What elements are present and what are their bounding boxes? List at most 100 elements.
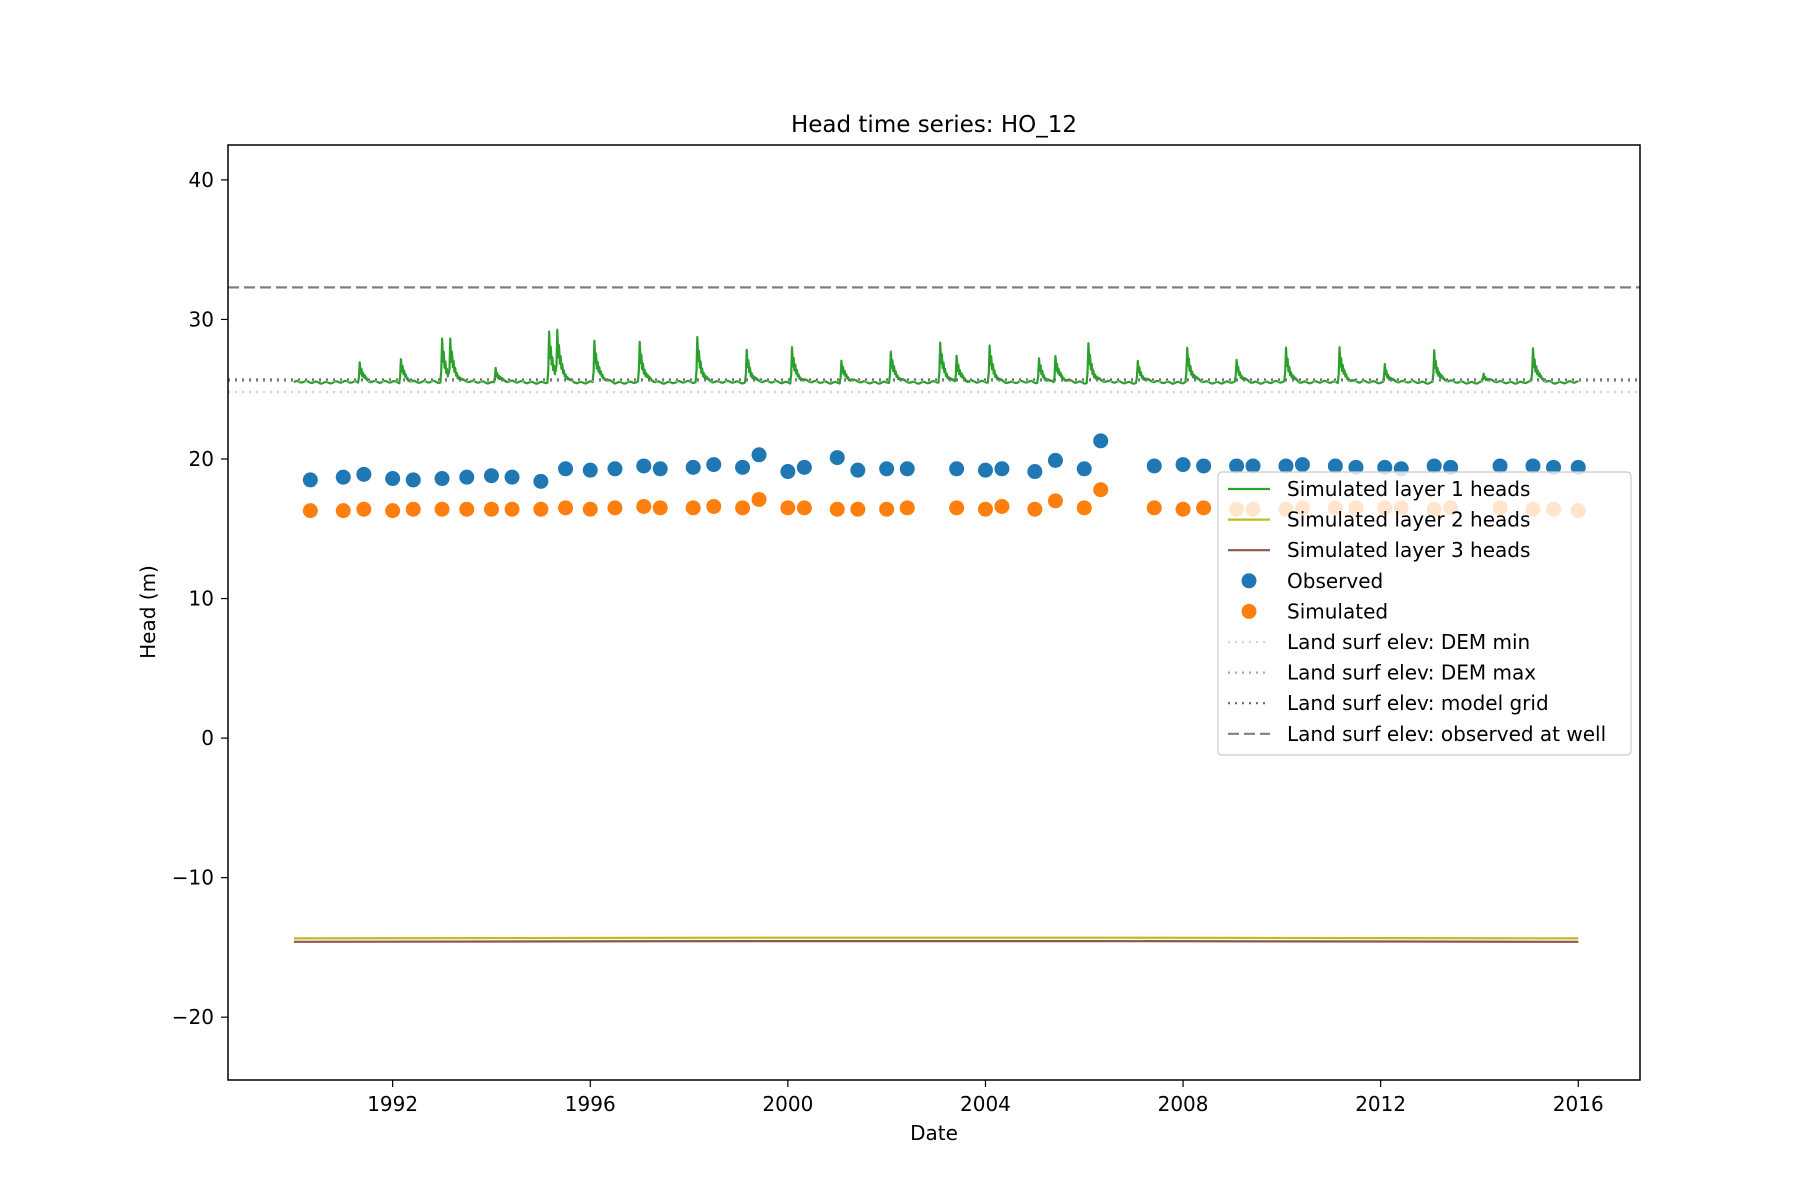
series-simulated-point [483, 501, 499, 517]
series-observed-point [1196, 458, 1212, 474]
series-simulated-point [335, 503, 351, 519]
y-axis-label: Head (m) [136, 565, 160, 659]
x-tick-label: 2004 [960, 1092, 1011, 1116]
series-observed-point [796, 459, 812, 475]
series-observed-point [1492, 458, 1508, 474]
series-observed-point [459, 469, 475, 485]
series-observed-point [1327, 458, 1343, 474]
series-observed-point [1546, 459, 1562, 475]
series-observed-point [652, 461, 668, 477]
legend-label: Land surf elev: observed at well [1287, 722, 1606, 746]
series-observed-point [1525, 458, 1541, 474]
series-simulated-point [949, 500, 965, 516]
x-tick-label: 1992 [367, 1092, 418, 1116]
series-observed-point [434, 471, 450, 487]
series-simulated-point [780, 500, 796, 516]
series-observed-point [533, 473, 549, 489]
series-simulated-point [607, 500, 623, 516]
series-simulated-layer-1-heads-line [293, 328, 1579, 385]
legend-item: Land surf elev: observed at well [1228, 722, 1606, 746]
series-simulated-point [1076, 500, 1092, 516]
series-simulated-point [459, 501, 475, 517]
series-simulated-point [1027, 501, 1043, 517]
legend-label: Simulated layer 3 heads [1287, 538, 1530, 562]
series-observed-point [1245, 458, 1261, 474]
legend-item: Simulated layer 1 heads [1228, 477, 1530, 501]
legend-label: Simulated layer 2 heads [1287, 508, 1530, 532]
series-simulated-point [899, 500, 915, 516]
series-simulated-point [356, 501, 372, 517]
x-tick-label: 2012 [1355, 1092, 1406, 1116]
y-tick-label: 0 [201, 726, 214, 750]
legend-label: Land surf elev: DEM min [1287, 630, 1530, 654]
legend-label: Simulated [1287, 599, 1388, 623]
y-tick-label: 10 [189, 587, 214, 611]
x-axis: 1992 1996 2000 2004 2008 2012 2016 [367, 1080, 1604, 1116]
series-simulated-point [504, 501, 520, 517]
series-observed-point [356, 466, 372, 482]
series-simulated-point [558, 500, 574, 516]
series-simulated-point [850, 501, 866, 517]
series-observed-point [685, 459, 701, 475]
legend-item: Simulated layer 3 heads [1228, 538, 1530, 562]
legend-item: Observed [1241, 569, 1383, 593]
series-observed-point [949, 461, 965, 477]
series-observed-point [850, 462, 866, 478]
series-observed-point [1443, 459, 1459, 475]
series-observed-point [751, 447, 767, 463]
series-simulated-point [434, 501, 450, 517]
series-observed-point [994, 461, 1010, 477]
series-observed-point [483, 468, 499, 484]
series-observed-point [1027, 464, 1043, 480]
series-observed-point [1175, 457, 1191, 473]
x-tick-label: 1996 [565, 1092, 616, 1116]
series-simulated-point [405, 501, 421, 517]
series-simulated-point [994, 498, 1010, 514]
series-observed-point [1348, 459, 1364, 475]
series-simulated-point [1047, 493, 1063, 509]
series-observed-point [1377, 459, 1393, 475]
y-tick-label: −10 [172, 866, 214, 890]
series-simulated-layer-3-heads-line [293, 940, 1579, 943]
series-observed-point [780, 464, 796, 480]
series-simulated-point [829, 501, 845, 517]
series-observed-point [735, 459, 751, 475]
series-simulated-point [879, 501, 895, 517]
series-observed-point [302, 472, 318, 488]
series-observed-point [1278, 458, 1294, 474]
legend-item: Land surf elev: DEM max [1228, 661, 1536, 685]
series-simulated-point [685, 500, 701, 516]
series-simulated-point [796, 500, 812, 516]
x-tick-label: 2008 [1158, 1092, 1209, 1116]
legend-item: Simulated [1241, 599, 1388, 623]
series-simulated-point [533, 501, 549, 517]
series-simulated-point [1175, 501, 1191, 517]
series-observed-point [1570, 459, 1586, 475]
series-simulated-point [1146, 500, 1162, 516]
legend-label: Observed [1287, 569, 1383, 593]
legend-label: Land surf elev: model grid [1287, 691, 1549, 715]
x-axis-label: Date [910, 1121, 958, 1145]
series-simulated-point [582, 501, 598, 517]
series-observed-point [1093, 433, 1109, 449]
y-tick-label: 20 [189, 447, 214, 471]
y-tick-label: 30 [189, 307, 214, 331]
x-tick-label: 2000 [762, 1092, 813, 1116]
series-observed-point [1146, 458, 1162, 474]
chart-title: Head time series: HO_12 [791, 112, 1077, 138]
series-observed-point [1294, 457, 1310, 473]
legend-item: Land surf elev: model grid [1228, 691, 1549, 715]
series-observed-point [1426, 458, 1442, 474]
series-simulated-point [735, 500, 751, 516]
legend-item: Simulated layer 2 heads [1228, 508, 1530, 532]
series-observed-point [335, 469, 351, 485]
series-simulated-point [751, 491, 767, 507]
legend-marker [1241, 573, 1257, 589]
series-observed-point [899, 461, 915, 477]
legend-label: Land surf elev: DEM max [1287, 661, 1536, 685]
series-observed-point [1047, 452, 1063, 468]
series-observed-point [829, 450, 845, 466]
series-simulated-point [652, 500, 668, 516]
series-simulated-point [385, 503, 401, 519]
